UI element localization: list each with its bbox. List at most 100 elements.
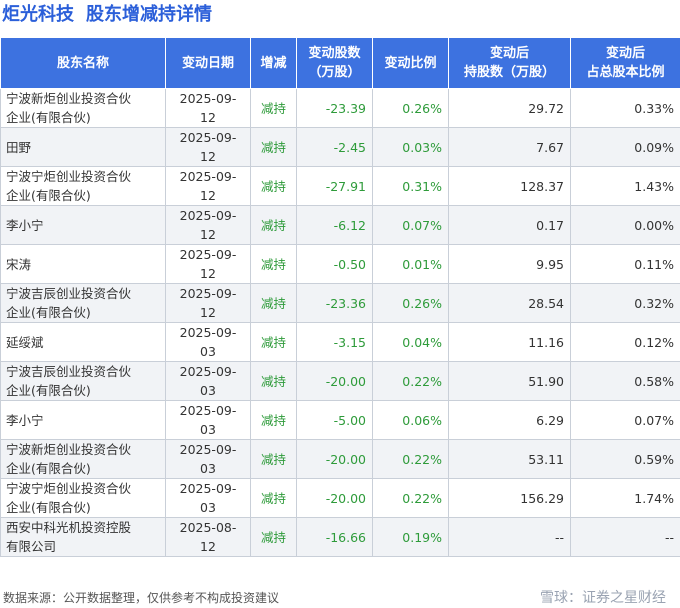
change-ratio-cell: 0.06% (372, 400, 449, 440)
data-source-note: 数据来源：公开数据整理，仅供参考不构成投资建议 (3, 591, 280, 605)
change-date-cell: 2025-09-03 (165, 361, 251, 401)
table-row: 宁波新炬创业投资合伙 企业(有限合伙) 2025-09-12 减持 -23.39 0.26… (0, 88, 680, 128)
shareholder-name-cell: 延绥斌 (0, 322, 166, 362)
header-text: 变动后 (489, 46, 529, 61)
shareholder-name-cell: 宁波吉辰创业投资合伙 企业(有限合伙) (0, 283, 166, 323)
change-date-cell: 2025-08-12 (165, 517, 251, 557)
change-ratio-cell: 0.03% (372, 127, 449, 167)
direction-cell: 减持 (250, 439, 297, 479)
change-shares-cell: -16.66 (296, 517, 373, 557)
header-text: 股东名称 (56, 55, 109, 71)
after-ratio-cell: 0.07% (570, 400, 680, 440)
table-row: 延绥斌 2025-09-03 减持 -3.15 0.04% 11.16 0.12% (0, 322, 680, 362)
change-ratio-cell: 0.26% (372, 283, 449, 323)
change-date-cell: 2025-09-03 (165, 478, 251, 518)
shareholder-name-line: 企业(有限合伙) (6, 461, 91, 476)
header-text: 变动比例 (384, 55, 437, 71)
table-row: 宁波宁炬创业投资合伙 企业(有限合伙) 2025-09-12 减持 -27.91 0.31… (0, 166, 680, 206)
change-ratio-cell: 0.07% (372, 205, 449, 245)
change-shares-cell: -0.50 (296, 244, 373, 284)
shareholder-name-line: 宋涛 (6, 256, 32, 272)
change-date-cell: 2025-09-03 (165, 439, 251, 479)
after-shares-cell: -- (448, 517, 571, 557)
after-ratio-cell: 0.32% (570, 283, 680, 323)
after-shares-cell: 7.67 (448, 127, 571, 167)
after-ratio-cell: 1.43% (570, 166, 680, 206)
change-shares-cell: -27.91 (296, 166, 373, 206)
change-shares-cell: -23.39 (296, 88, 373, 128)
col-direction-header: 增减 (250, 37, 297, 89)
direction-cell: 减持 (250, 88, 297, 128)
change-shares-cell: -5.00 (296, 400, 373, 440)
change-date-cell: 2025-09-03 (165, 400, 251, 440)
table-row: 宁波吉辰创业投资合伙 企业(有限合伙) 2025-09-12 减持 -23.36 0.26… (0, 283, 680, 323)
table-row: 宋涛 2025-09-12 减持 -0.50 0.01% 9.95 0.11% (0, 244, 680, 284)
header-text: （万股） (308, 65, 361, 80)
after-ratio-cell: -- (570, 517, 680, 557)
shareholder-name-line: 宁波宁炬创业投资合伙 (6, 169, 132, 184)
footer: 数据来源：公开数据整理，仅供参考不构成投资建议 雪球：证券之星财经 (0, 588, 680, 608)
change-shares-cell: -23.36 (296, 283, 373, 323)
shareholder-name-cell: 李小宁 (0, 205, 166, 245)
shareholder-name-line: 宁波新炬创业投资合伙 (6, 91, 132, 106)
brand-logo-text: 雪球：证券之星财经 (540, 590, 666, 606)
table-row: 田野 2025-09-12 减持 -2.45 0.03% 7.67 0.09% (0, 127, 680, 167)
table-row: 李小宁 2025-09-03 减持 -5.00 0.06% 6.29 0.07% (0, 400, 680, 440)
change-ratio-cell: 0.04% (372, 322, 449, 362)
shareholder-name-cell: 宁波宁炬创业投资合伙 企业(有限合伙) (0, 478, 166, 518)
col-after-ratio-header: 变动后 占总股本比例 (570, 37, 680, 89)
change-date-cell: 2025-09-12 (165, 166, 251, 206)
shareholder-name-line: 李小宁 (6, 412, 44, 428)
header-text: 变动日期 (181, 55, 234, 71)
shareholder-name-cell: 西安中科光机投资控股 有限公司 (0, 517, 166, 557)
table-row: 宁波宁炬创业投资合伙 企业(有限合伙) 2025-09-03 减持 -20.00 0.22… (0, 478, 680, 518)
change-ratio-cell: 0.22% (372, 439, 449, 479)
direction-cell: 减持 (250, 127, 297, 167)
after-shares-cell: 29.72 (448, 88, 571, 128)
shareholder-name-line: 企业(有限合伙) (6, 383, 91, 398)
page-title: 炬光科技 股东增减持详情 (0, 0, 680, 32)
header-text: 占总股本比例 (586, 65, 665, 80)
after-shares-cell: 9.95 (448, 244, 571, 284)
after-ratio-cell: 0.58% (570, 361, 680, 401)
after-ratio-cell: 0.11% (570, 244, 680, 284)
change-ratio-cell: 0.19% (372, 517, 449, 557)
after-shares-cell: 28.54 (448, 283, 571, 323)
change-ratio-cell: 0.22% (372, 361, 449, 401)
after-ratio-cell: 0.59% (570, 439, 680, 479)
change-date-cell: 2025-09-12 (165, 283, 251, 323)
table-row: 宁波新炬创业投资合伙 企业(有限合伙) 2025-09-03 减持 -20.00 0.22… (0, 439, 680, 479)
company-name: 炬光科技 (2, 4, 74, 25)
col-after-shares-header: 变动后 持股数（万股） (448, 37, 571, 89)
change-shares-cell: -20.00 (296, 361, 373, 401)
shareholder-name-line: 企业(有限合伙) (6, 110, 91, 125)
direction-cell: 减持 (250, 322, 297, 362)
col-change-ratio-header: 变动比例 (372, 37, 449, 89)
shareholder-name-cell: 田野 (0, 127, 166, 167)
change-shares-cell: -6.12 (296, 205, 373, 245)
shareholder-name-line: 西安中科光机投资控股 (6, 520, 132, 535)
shareholder-name-line: 宁波宁炬创业投资合伙 (6, 481, 132, 496)
change-date-cell: 2025-09-03 (165, 322, 251, 362)
change-shares-cell: -2.45 (296, 127, 373, 167)
shareholder-name-line: 田野 (6, 139, 32, 155)
shareholder-name-cell: 宁波吉辰创业投资合伙 企业(有限合伙) (0, 361, 166, 401)
after-shares-cell: 6.29 (448, 400, 571, 440)
shareholder-name-cell: 宁波新炬创业投资合伙 企业(有限合伙) (0, 439, 166, 479)
change-shares-cell: -20.00 (296, 478, 373, 518)
table-header-row: 股东名称 变动日期 增减 变动股数 （万股） 变动比例 变动后 持股数（万股） 变动后 占总股本比… (0, 37, 680, 89)
table-row: 李小宁 2025-09-12 减持 -6.12 0.07% 0.17 0.00% (0, 205, 680, 245)
direction-cell: 减持 (250, 478, 297, 518)
col-change-shares-header: 变动股数 （万股） (296, 37, 373, 89)
shareholder-name-line: 延绥斌 (6, 334, 44, 350)
change-date-cell: 2025-09-12 (165, 88, 251, 128)
after-shares-cell: 128.37 (448, 166, 571, 206)
change-date-cell: 2025-09-12 (165, 205, 251, 245)
header-text: 增减 (260, 55, 287, 71)
change-ratio-cell: 0.26% (372, 88, 449, 128)
shareholder-name-cell: 宁波宁炬创业投资合伙 企业(有限合伙) (0, 166, 166, 206)
direction-cell: 减持 (250, 166, 297, 206)
shareholder-name-line: 宁波新炬创业投资合伙 (6, 442, 132, 457)
shareholder-name-line: 企业(有限合伙) (6, 500, 91, 515)
table-row: 宁波吉辰创业投资合伙 企业(有限合伙) 2025-09-03 减持 -20.00 0.22… (0, 361, 680, 401)
